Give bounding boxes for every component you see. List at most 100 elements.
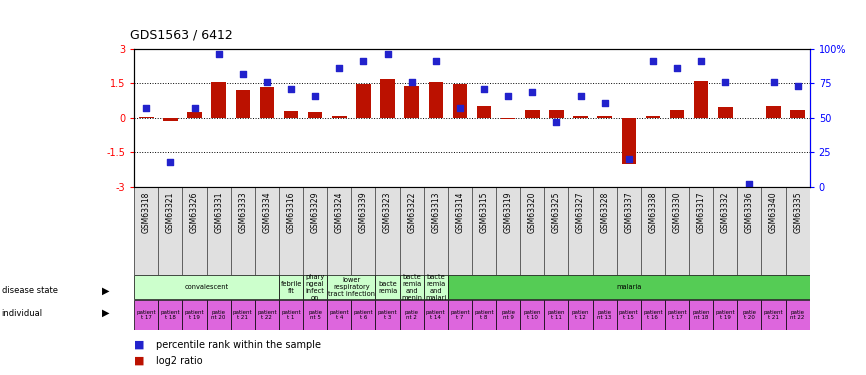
Bar — [327, 275, 376, 299]
Text: patient
t 6: patient t 6 — [353, 309, 373, 320]
Bar — [472, 300, 496, 330]
Bar — [791, 110, 805, 118]
Bar — [376, 300, 399, 330]
Bar — [549, 110, 564, 118]
Text: febrile
fit: febrile fit — [281, 281, 301, 294]
Text: patient
t 22: patient t 22 — [257, 309, 277, 320]
Bar — [211, 82, 226, 118]
Text: patien
nt 18: patien nt 18 — [693, 309, 710, 320]
Bar — [284, 111, 298, 118]
Bar — [423, 275, 448, 299]
Bar — [453, 84, 467, 118]
Bar — [134, 275, 279, 299]
Text: log2 ratio: log2 ratio — [156, 356, 203, 366]
Bar — [399, 275, 423, 299]
Bar — [737, 300, 761, 330]
Text: GSM63321: GSM63321 — [166, 191, 175, 232]
Bar — [187, 112, 202, 118]
Text: GSM63322: GSM63322 — [407, 191, 417, 232]
Point — [477, 86, 491, 92]
Text: patien
t 12: patien t 12 — [572, 309, 589, 320]
Text: GSM63335: GSM63335 — [793, 191, 802, 233]
Point — [188, 105, 202, 111]
Bar — [236, 90, 250, 118]
Point — [742, 181, 756, 187]
Bar — [327, 300, 352, 330]
Text: GSM63331: GSM63331 — [214, 191, 223, 233]
Text: GSM63323: GSM63323 — [383, 191, 392, 233]
Text: convalescent: convalescent — [184, 284, 229, 290]
Point — [357, 58, 371, 64]
Text: patient
t 8: patient t 8 — [475, 309, 494, 320]
Point — [791, 83, 805, 89]
Bar — [477, 106, 491, 118]
Bar — [718, 108, 733, 118]
Bar — [598, 116, 612, 118]
Bar — [356, 84, 371, 118]
Text: patient
t 3: patient t 3 — [378, 309, 397, 320]
Bar — [134, 300, 158, 330]
Point — [429, 58, 443, 64]
Text: patien
t 11: patien t 11 — [547, 309, 565, 320]
Bar — [207, 300, 230, 330]
Text: GSM63329: GSM63329 — [311, 191, 320, 233]
Text: patien
t 10: patien t 10 — [524, 309, 541, 320]
Point — [453, 105, 467, 111]
Point — [308, 93, 322, 99]
Text: GSM63325: GSM63325 — [552, 191, 561, 233]
Text: bacte
remia
and
menin: bacte remia and menin — [401, 274, 422, 301]
Text: GSM63334: GSM63334 — [262, 191, 271, 233]
Point — [718, 79, 732, 85]
Bar — [279, 300, 303, 330]
Text: lower
respiratory
tract infection: lower respiratory tract infection — [328, 277, 375, 297]
Point — [236, 70, 249, 76]
Bar — [641, 300, 665, 330]
Bar — [669, 110, 684, 118]
Text: patient
t 16: patient t 16 — [643, 309, 662, 320]
Text: GDS1563 / 6412: GDS1563 / 6412 — [130, 28, 233, 41]
Bar — [694, 81, 708, 118]
Text: GSM63328: GSM63328 — [600, 191, 609, 232]
Bar — [689, 300, 714, 330]
Text: patient
t 19: patient t 19 — [715, 309, 735, 320]
Bar — [352, 300, 376, 330]
Bar — [308, 112, 322, 118]
Text: patie
t 20: patie t 20 — [742, 309, 756, 320]
Text: GSM63320: GSM63320 — [527, 191, 537, 233]
Text: GSM63333: GSM63333 — [238, 191, 248, 233]
Bar — [139, 117, 153, 118]
Text: bacte
remia: bacte remia — [378, 281, 397, 294]
Bar — [163, 118, 178, 121]
Text: patient
t 17: patient t 17 — [667, 309, 687, 320]
Bar — [501, 118, 515, 119]
Text: patient
t 21: patient t 21 — [764, 309, 784, 320]
Text: patie
nt 22: patie nt 22 — [791, 309, 805, 320]
Text: patient
t 17: patient t 17 — [137, 309, 156, 320]
Point — [260, 79, 274, 85]
Text: patie
nt 2: patie nt 2 — [404, 309, 418, 320]
Bar — [183, 300, 207, 330]
Bar — [399, 300, 423, 330]
Bar — [785, 300, 810, 330]
Bar — [376, 275, 399, 299]
Text: patient
t 18: patient t 18 — [160, 309, 180, 320]
Text: GSM63330: GSM63330 — [673, 191, 682, 233]
Bar — [380, 79, 395, 118]
Text: GSM63339: GSM63339 — [359, 191, 368, 233]
Text: GSM63324: GSM63324 — [335, 191, 344, 233]
Point — [211, 51, 225, 57]
Point — [622, 156, 636, 162]
Bar — [568, 300, 592, 330]
Bar — [573, 116, 588, 118]
Text: patient
t 1: patient t 1 — [281, 309, 301, 320]
Text: GSM63332: GSM63332 — [721, 191, 730, 233]
Bar — [448, 300, 472, 330]
Bar — [714, 300, 737, 330]
Bar — [545, 300, 568, 330]
Text: patie
nt 13: patie nt 13 — [598, 309, 612, 320]
Point — [404, 79, 418, 85]
Text: patient
t 19: patient t 19 — [184, 309, 204, 320]
Bar — [592, 300, 617, 330]
Text: GSM63336: GSM63336 — [745, 191, 754, 233]
Text: patient
t 15: patient t 15 — [619, 309, 638, 320]
